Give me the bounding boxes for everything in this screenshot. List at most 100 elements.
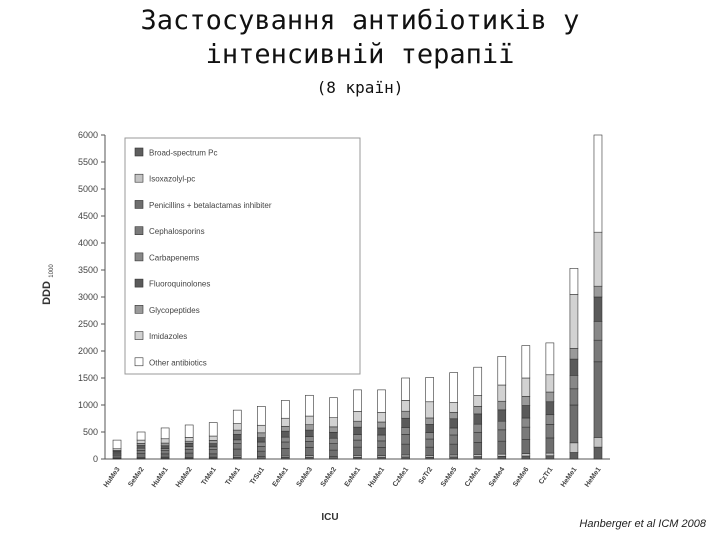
bar-segment bbox=[160, 453, 170, 458]
bar-segment bbox=[521, 377, 531, 397]
bar-segment bbox=[184, 452, 194, 458]
bar-segment bbox=[305, 415, 314, 426]
bar-segment bbox=[112, 455, 122, 459]
bar-segment bbox=[545, 452, 555, 457]
bar-segment bbox=[521, 426, 531, 440]
x-tick-label: SeTr2 bbox=[418, 466, 435, 486]
legend-swatch bbox=[134, 226, 144, 235]
legend-label: Glycopeptides bbox=[149, 306, 200, 315]
bar-segment bbox=[473, 456, 483, 460]
x-tick-label: SeMe3 bbox=[296, 466, 315, 488]
bar-segment bbox=[497, 400, 507, 411]
bar-segment bbox=[208, 453, 218, 458]
bar-segment bbox=[521, 453, 531, 457]
bar-segment bbox=[257, 450, 266, 457]
x-tick-label: CzMe1 bbox=[464, 466, 483, 488]
bar-segment bbox=[569, 294, 579, 349]
bar-segment bbox=[160, 445, 170, 449]
bar-segment bbox=[569, 404, 579, 444]
bar-segment bbox=[377, 411, 386, 423]
bar-segment bbox=[497, 420, 507, 431]
bar-segment bbox=[473, 442, 483, 455]
bar-segment bbox=[593, 134, 603, 233]
bar-segment bbox=[593, 437, 603, 448]
bar-segment bbox=[497, 429, 507, 442]
x-tick-label: HuMe2 bbox=[175, 466, 194, 489]
y-tick-label: 6000 bbox=[78, 130, 98, 140]
bar-segment bbox=[353, 411, 362, 422]
bar-segment bbox=[545, 437, 555, 454]
bar-segment bbox=[184, 437, 194, 442]
bar-segment bbox=[449, 402, 458, 413]
x-tick-label: SeMe6 bbox=[512, 466, 531, 488]
bar-segment bbox=[449, 427, 458, 436]
x-tick-label: SeMe4 bbox=[488, 466, 507, 488]
bar-segment bbox=[401, 400, 410, 412]
legend-label: Carbapenems bbox=[149, 253, 199, 262]
bar-segment bbox=[232, 423, 242, 431]
bar-segment bbox=[545, 342, 555, 376]
x-tick-label: HuMe1 bbox=[367, 466, 386, 489]
bar-segment bbox=[497, 440, 507, 455]
x-tick-label: SeMe2 bbox=[320, 466, 339, 488]
y-tick-label: 5000 bbox=[78, 184, 98, 194]
x-tick-label: SeMe2 bbox=[127, 466, 146, 488]
legend-swatch bbox=[134, 147, 144, 157]
bar-segment bbox=[329, 397, 338, 418]
bar-segment bbox=[353, 446, 362, 457]
bar-segment bbox=[377, 434, 386, 442]
x-tick-label: HeMe1 bbox=[584, 466, 603, 489]
bar-segment bbox=[449, 418, 458, 429]
y-tick-label: 1000 bbox=[78, 400, 98, 410]
bar-segment bbox=[329, 426, 338, 433]
bar-segment bbox=[401, 410, 410, 419]
bar-segment bbox=[545, 455, 555, 460]
bar-segment bbox=[353, 389, 362, 412]
bar-segment bbox=[232, 439, 242, 444]
bar-segment bbox=[473, 431, 483, 443]
bar-segment bbox=[329, 417, 338, 428]
bar-segment bbox=[425, 417, 434, 425]
y-tick-label: 3500 bbox=[78, 265, 98, 275]
bar-segment bbox=[281, 441, 290, 449]
bar-segment bbox=[569, 268, 579, 295]
bar-segment bbox=[305, 394, 314, 417]
bar-segment bbox=[521, 396, 531, 406]
bar-segment bbox=[593, 361, 603, 438]
bar-segment bbox=[569, 452, 579, 460]
bar-segment bbox=[521, 417, 531, 428]
legend-swatch bbox=[134, 331, 144, 340]
legend-swatch bbox=[134, 252, 144, 262]
bar-segment bbox=[329, 431, 338, 439]
bar-segment bbox=[184, 440, 194, 444]
bar-segment bbox=[569, 374, 579, 390]
bar-segment bbox=[473, 395, 483, 407]
bar-segment bbox=[521, 439, 531, 454]
bar-segment bbox=[184, 446, 194, 450]
bar-segment bbox=[329, 437, 338, 444]
y-tick-label: 3000 bbox=[78, 292, 98, 302]
bar-segment bbox=[160, 427, 170, 440]
bar-segment bbox=[401, 377, 410, 401]
bar-segment bbox=[329, 443, 338, 451]
bar-segment bbox=[305, 441, 314, 448]
bar-segment bbox=[545, 424, 555, 439]
x-tick-label: SeMe5 bbox=[440, 466, 459, 488]
bar-segment bbox=[208, 443, 218, 448]
bar-segment bbox=[593, 339, 603, 363]
legend-swatch bbox=[134, 173, 144, 183]
bar-segment bbox=[208, 449, 218, 455]
bar-segment bbox=[401, 456, 410, 460]
legend-swatch bbox=[134, 278, 144, 288]
legend-swatch bbox=[134, 357, 144, 367]
bar-segment bbox=[593, 231, 603, 287]
y-axis-label: DDD bbox=[41, 281, 53, 305]
bar-segment bbox=[184, 443, 194, 447]
bar-segment bbox=[257, 446, 266, 452]
slide-subtitle: (8 країн) bbox=[316, 78, 404, 97]
bar-segment bbox=[257, 432, 266, 438]
x-tick-label: CzMe1 bbox=[392, 466, 411, 488]
y-tick-label: 2500 bbox=[78, 319, 98, 329]
legend-swatch bbox=[134, 305, 144, 314]
y-tick-label: 500 bbox=[83, 427, 98, 437]
